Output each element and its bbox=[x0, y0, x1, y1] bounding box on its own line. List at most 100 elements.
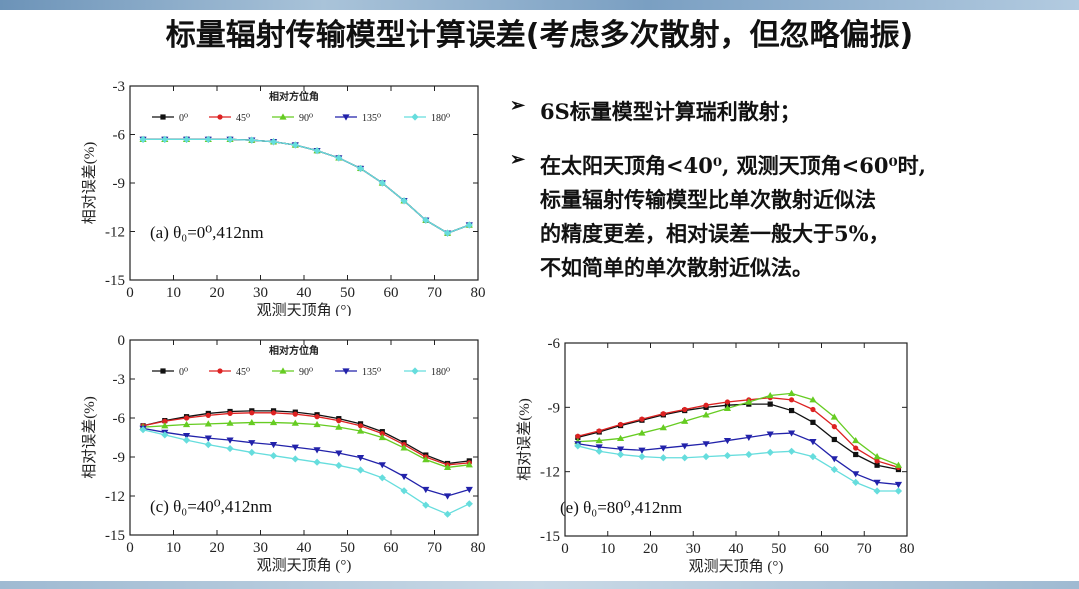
data-point bbox=[596, 428, 602, 434]
y-tick-label: -6 bbox=[113, 411, 126, 427]
data-point bbox=[873, 487, 881, 495]
data-point bbox=[356, 427, 365, 434]
data-point bbox=[162, 418, 168, 424]
data-point bbox=[787, 389, 796, 396]
x-tick-label: 70 bbox=[427, 540, 442, 556]
y-axis-label: 相对误差(%) bbox=[81, 396, 98, 479]
data-point bbox=[724, 399, 731, 405]
x-tick-label: 30 bbox=[686, 541, 701, 557]
data-point bbox=[183, 415, 190, 421]
bullet-item: ➢ 6S标量模型计算瑞利散射； bbox=[510, 95, 1070, 129]
legend-title: 相对方位角 bbox=[269, 90, 319, 103]
series-line bbox=[143, 138, 470, 234]
data-point bbox=[831, 436, 837, 443]
data-point bbox=[291, 444, 299, 451]
data-point bbox=[270, 410, 277, 416]
data-point bbox=[873, 479, 881, 486]
data-point bbox=[379, 431, 385, 437]
data-point bbox=[269, 138, 278, 146]
data-point bbox=[703, 402, 709, 408]
y-tick-label: -12 bbox=[105, 489, 125, 505]
data-point bbox=[226, 135, 234, 143]
data-point bbox=[616, 450, 625, 459]
data-point bbox=[810, 419, 816, 425]
data-point bbox=[422, 501, 430, 509]
y-tick-label: -9 bbox=[113, 450, 126, 466]
legend-label: 180⁰ bbox=[431, 113, 450, 124]
legend-title: 相对方位角 bbox=[269, 344, 319, 357]
series-line bbox=[143, 138, 470, 234]
panel-label: (e) θ₀=80⁰,412nm bbox=[560, 498, 682, 517]
data-point bbox=[204, 420, 212, 427]
data-point bbox=[723, 437, 732, 445]
data-point bbox=[336, 418, 342, 424]
data-point bbox=[249, 410, 255, 416]
data-point bbox=[894, 481, 903, 489]
x-tick-label: 10 bbox=[600, 541, 615, 557]
data-point bbox=[400, 444, 408, 451]
slide-title: 标量辐射传输模型计算误差(考虑多次散射，但忽略偏振) bbox=[165, 18, 914, 53]
x-tick-label: 20 bbox=[210, 540, 225, 556]
data-point bbox=[400, 487, 408, 495]
data-point bbox=[226, 437, 234, 444]
x-axis-label: 观测天顶角 (°) bbox=[257, 557, 352, 574]
legend-label: 0⁰ bbox=[179, 113, 188, 124]
data-point bbox=[226, 444, 234, 453]
data-point bbox=[852, 471, 860, 478]
chart-a: 0 10 20 30 40 50 60 70 80 -3 -6 -9 -12 -15 观测天顶角 (°) 相对… bbox=[78, 78, 498, 320]
series-line bbox=[143, 138, 470, 234]
data-point bbox=[342, 368, 350, 375]
legend-label: 135⁰ bbox=[362, 113, 381, 124]
series-line bbox=[577, 445, 899, 492]
x-axis-label: 观测天顶角 (°) bbox=[257, 302, 352, 316]
data-point bbox=[830, 413, 838, 420]
data-point bbox=[639, 416, 645, 422]
data-point bbox=[788, 397, 795, 403]
data-point bbox=[809, 439, 817, 446]
data-point bbox=[182, 420, 191, 428]
data-point bbox=[161, 422, 169, 429]
chart-svg: 0 10 20 30 40 50 60 70 80 0 -3 -6 -9 -12 -15 观测天顶角 (°) 相… bbox=[81, 333, 486, 574]
x-tick-label: 50 bbox=[340, 540, 355, 556]
data-point bbox=[335, 450, 343, 457]
data-point bbox=[227, 410, 233, 417]
chart-e: 0 10 20 30 40 50 60 70 80 -6 -9 -12 -15 观测天顶角 (°) 相对误差… bbox=[510, 333, 930, 587]
y-tick-label: 0 bbox=[118, 333, 126, 349]
data-point bbox=[853, 451, 859, 458]
data-point bbox=[356, 164, 365, 173]
data-point bbox=[874, 462, 880, 468]
data-point bbox=[313, 458, 321, 466]
data-point bbox=[269, 442, 278, 449]
x-tick-label: 80 bbox=[471, 285, 486, 301]
data-point bbox=[659, 454, 667, 462]
data-point bbox=[248, 448, 256, 457]
bullet-line: 在太阳天顶角<40⁰, 观测天顶角<60⁰时, bbox=[540, 153, 926, 178]
data-point bbox=[269, 452, 278, 460]
data-point bbox=[681, 443, 689, 450]
bullet-item: ➢ 在太阳天顶角<40⁰, 观测天顶角<60⁰时, 标量辐射传输模型比单次散射近… bbox=[510, 149, 1070, 285]
data-point bbox=[465, 221, 473, 229]
data-point bbox=[809, 396, 817, 403]
data-point bbox=[411, 367, 419, 375]
data-point bbox=[357, 423, 364, 429]
data-point bbox=[894, 461, 903, 468]
data-point bbox=[443, 493, 452, 500]
data-point bbox=[638, 453, 646, 461]
data-point bbox=[638, 447, 646, 454]
legend-label: 90⁰ bbox=[299, 367, 313, 378]
data-point bbox=[335, 423, 343, 430]
y-tick-label: -12 bbox=[540, 465, 560, 481]
data-point bbox=[248, 418, 256, 426]
legend-label: 90⁰ bbox=[299, 113, 313, 124]
data-point bbox=[182, 436, 191, 444]
data-point bbox=[723, 451, 732, 460]
data-point bbox=[874, 458, 880, 464]
data-point bbox=[291, 455, 299, 463]
x-tick-label: 30 bbox=[253, 540, 268, 556]
bullet-line: 标量辐射传输模型比单次散射近似法 bbox=[540, 187, 876, 212]
x-tick-label: 70 bbox=[427, 285, 442, 301]
data-point bbox=[313, 420, 321, 428]
x-axis-label: 观测天顶角 (°) bbox=[689, 558, 784, 575]
data-point bbox=[422, 216, 430, 224]
series-line bbox=[143, 138, 470, 234]
